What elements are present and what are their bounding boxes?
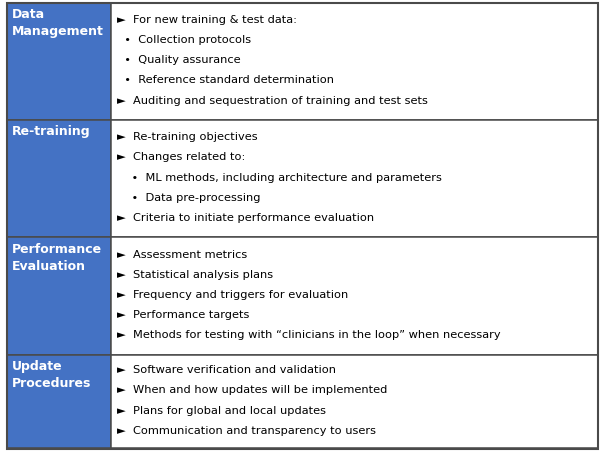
- Bar: [7, 120, 111, 237]
- Text: •  Reference standard determination: • Reference standard determination: [117, 75, 334, 85]
- Bar: [7, 237, 111, 355]
- Text: ►  Assessment metrics: ► Assessment metrics: [117, 250, 247, 260]
- Text: ►  Communication and transparency to users: ► Communication and transparency to user…: [117, 426, 376, 436]
- Text: •  Collection protocols: • Collection protocols: [117, 35, 251, 45]
- Bar: [111, 355, 598, 448]
- Text: ►  For new training & test data:: ► For new training & test data:: [117, 15, 297, 25]
- Text: ►  Methods for testing with “clinicians in the loop” when necessary: ► Methods for testing with “clinicians i…: [117, 330, 500, 340]
- Text: ►  Plans for global and local updates: ► Plans for global and local updates: [117, 406, 326, 415]
- Text: Update
Procedures: Update Procedures: [12, 360, 92, 390]
- Text: ►  Criteria to initiate performance evaluation: ► Criteria to initiate performance evalu…: [117, 213, 374, 223]
- Text: Data
Management: Data Management: [12, 8, 104, 38]
- Text: ►  Re-training objectives: ► Re-training objectives: [117, 132, 257, 142]
- Bar: [111, 237, 598, 355]
- Text: •  Data pre-processing: • Data pre-processing: [117, 193, 260, 203]
- Text: ►  Changes related to:: ► Changes related to:: [117, 152, 245, 162]
- Text: ►  Software verification and validation: ► Software verification and validation: [117, 365, 336, 375]
- Text: ►  Auditing and sequestration of training and test sets: ► Auditing and sequestration of training…: [117, 96, 428, 106]
- Bar: [7, 2, 111, 120]
- Bar: [111, 2, 598, 120]
- Text: •  Quality assurance: • Quality assurance: [117, 55, 241, 65]
- Text: ►  Frequency and triggers for evaluation: ► Frequency and triggers for evaluation: [117, 290, 348, 300]
- Text: Re-training: Re-training: [12, 125, 91, 138]
- Bar: [7, 355, 111, 448]
- Text: ►  When and how updates will be implemented: ► When and how updates will be implement…: [117, 385, 387, 395]
- Text: ►  Statistical analysis plans: ► Statistical analysis plans: [117, 270, 273, 280]
- Text: •  ML methods, including architecture and parameters: • ML methods, including architecture and…: [117, 173, 442, 182]
- Bar: [111, 120, 598, 237]
- Text: ►  Performance targets: ► Performance targets: [117, 310, 249, 320]
- Text: Performance
Evaluation: Performance Evaluation: [12, 243, 103, 273]
